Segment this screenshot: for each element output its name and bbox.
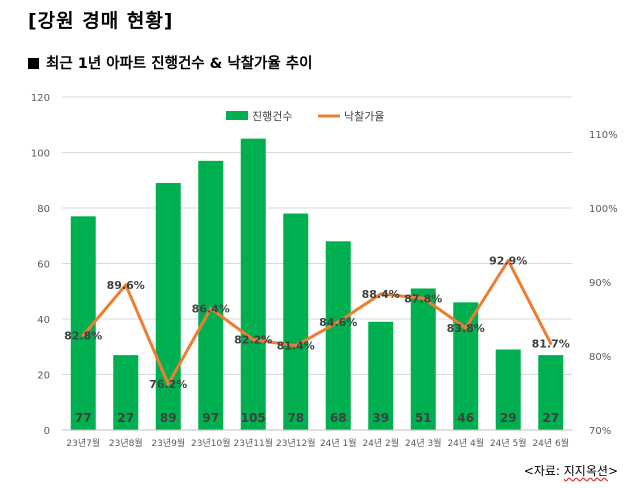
y-left-tick-label: 100 [31,149,50,160]
x-tick-label: 23년11월 [234,437,273,449]
bullet-square-icon [28,58,39,69]
bar-value-label: 46 [457,411,474,425]
line-value-label: 82.2% [234,334,272,347]
line-value-label: 88.4% [362,288,400,301]
line-point [209,307,213,311]
legend-label-line: 낙찰가율 [344,110,384,123]
y-right-tick-label: 90% [589,278,611,289]
bar-series [70,138,564,430]
bar-value-label: 78 [287,411,304,425]
line-value-label: 92.9% [489,255,527,268]
bar-value-label: 77 [75,411,92,425]
bar [325,241,351,430]
axes: 0 20 40 60 80 100 120 70% 80% 90% 100% 110% 23년7월 23년… [31,93,618,449]
line-value-label: 89.6% [107,279,145,292]
page-title: [강원 경매 현황] [28,10,174,32]
bar-value-label: 27 [542,411,559,425]
bar-value-label: 27 [117,411,134,425]
line-value-label: 82.8% [64,329,102,342]
line-point [506,259,510,263]
x-tick-label: 24년 2월 [362,437,399,449]
y-left-tick-label: 20 [37,371,50,382]
y-right-tick-label: 110% [589,130,618,141]
y-left-tick-label: 120 [31,93,50,104]
x-tick-label: 24년 3월 [405,437,442,449]
source-prefix: <자료: [523,464,564,478]
line-series [81,259,553,386]
bar [113,355,139,430]
line-value-label: 83.8% [447,322,485,335]
bar [410,288,436,430]
y-right-tick-label: 80% [589,352,611,363]
source-note: <자료: 지지옥션> [524,462,618,479]
line-point [464,326,468,330]
x-tick-label: 23년12월 [276,437,315,449]
line-point [336,320,340,324]
bar [538,355,564,430]
gridlines [62,96,572,375]
bar-value-label: 51 [415,411,432,425]
line-value-label: 81.4% [277,340,315,353]
bar-value-label: 89 [160,411,177,425]
bar [283,213,309,430]
x-tick-label: 23년9월 [151,437,185,449]
bar [240,138,266,430]
line-value-label: 84.6% [319,316,357,329]
line-value-label: 81.7% [532,337,570,350]
chart-subtitle-text: 최근 1년 아파트 진행건수 & 낙찰가율 추이 [46,56,313,72]
y-right-tick-label: 100% [589,204,618,215]
line-value-label: 87.8% [404,292,442,305]
bar [155,183,181,430]
x-tick-label: 23년10월 [191,437,230,449]
x-tick-label: 23년8월 [109,437,143,449]
line-point [81,333,85,337]
line-point [166,382,170,386]
x-tick-label: 24년 1월 [320,437,357,449]
source-suffix: > [607,464,618,478]
chart-subtitle: 최근 1년 아파트 진행건수 & 낙찰가율 추이 [28,52,312,73]
y-right-tick-label: 70% [589,426,611,437]
line-point [549,341,553,345]
bar-value-label: 97 [202,411,219,425]
rate-line [82,259,553,386]
line-point [124,283,128,287]
x-tick-label: 24년 5월 [490,437,527,449]
source-name: 지지옥션 [563,464,608,478]
line-point [251,338,255,342]
bar [198,160,224,430]
data-labels: 77 27 89 97 105 78 68 39 51 46 29 27 82.8% 89.6% 76.2%… [64,255,570,425]
x-tick-label: 24년 4월 [447,437,484,449]
line-point [379,292,383,296]
x-tick-label: 24년 6월 [532,437,569,449]
y-left-tick-label: 40 [37,315,50,326]
line-value-label: 76.2% [149,378,187,391]
line-point [294,344,298,348]
bar-value-label: 68 [330,411,347,425]
bar-value-label: 39 [372,411,389,425]
line-value-label: 86.4% [192,303,230,316]
x-tick-label: 23년7월 [66,437,100,449]
y-left-tick-label: 0 [44,426,50,437]
bar-value-label: 29 [500,411,517,425]
bar-value-label: 105 [241,411,266,425]
bar [495,349,521,430]
line-point [421,296,425,300]
bar [368,321,394,430]
legend-swatch-bar [226,111,248,120]
y-left-tick-label: 60 [37,260,50,271]
legend: 진행건수 낙찰가율 [226,110,384,123]
y-left-tick-label: 80 [37,204,50,215]
legend-label-bar: 진행건수 [252,110,292,123]
